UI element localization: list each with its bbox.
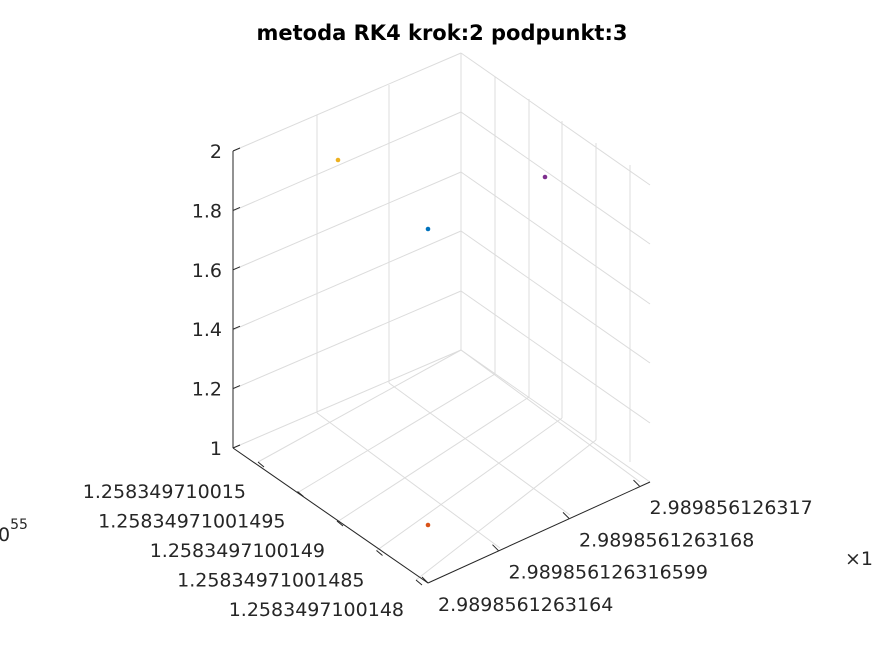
x-axis-line: [427, 481, 651, 584]
y-tick: [415, 579, 423, 586]
grid-line: [375, 417, 563, 552]
grid-line: [232, 52, 462, 152]
x-tick-label: 2.989856126316599: [509, 562, 708, 584]
z-ticks: 1 1.2 1.4 1.6 1.8 2: [192, 141, 241, 460]
y-axis-line: [232, 447, 429, 584]
x-tick: [562, 512, 570, 519]
grid-line: [232, 171, 462, 271]
data-points: [335, 157, 548, 528]
data-point: [425, 226, 431, 232]
grid-line: [296, 373, 496, 494]
x-tick: [492, 544, 499, 552]
x-tick-label: 2.9898561263168: [579, 529, 754, 551]
z-tick: [232, 206, 241, 211]
z-tick-label: 1.2: [192, 379, 222, 401]
grid-line: [232, 349, 462, 449]
y-tick-label: 1.258349710015: [83, 481, 246, 503]
z-tick-label: 1.6: [192, 260, 222, 282]
y-exponent-sup: 55: [10, 517, 28, 533]
x-ticks: 2.9898561263164 2.989856126316599 2.989856…: [421, 479, 813, 616]
grid-line: [460, 349, 651, 483]
grid-line: [232, 111, 462, 212]
grid-line: [460, 349, 641, 483]
grid-line: [232, 290, 462, 390]
x-tick: [633, 479, 640, 487]
grid-line: [460, 230, 651, 364]
grid-line: [415, 439, 597, 581]
z-tick-label: 1.4: [192, 319, 222, 341]
y-ticks: 1.258349710015 1.25834971001495 1.25834971…: [83, 461, 423, 621]
axis-lines: [232, 151, 651, 584]
z-tick: [232, 325, 241, 330]
x-tick-label: 2.9898561263164: [438, 594, 613, 616]
z-tick: [232, 385, 241, 390]
y-tick: [257, 461, 265, 468]
grid-line: [388, 382, 571, 516]
z-tick: [232, 147, 241, 152]
y-tick: [297, 491, 304, 497]
y-tick: [376, 550, 383, 556]
chart-title: metoda RK4 krok:2 podpunkt:3: [257, 21, 628, 45]
grid-line: [232, 230, 462, 331]
grid-line: [460, 111, 651, 245]
grid-line: [460, 171, 651, 305]
y-tick: [336, 520, 344, 527]
z-tick-label: 2: [210, 141, 222, 163]
grid-lines: [232, 52, 651, 584]
x-exponent-label: ×1: [845, 548, 873, 570]
grid-line: [316, 412, 501, 549]
z-tick: [232, 266, 241, 271]
grid-line: [460, 290, 651, 424]
x-tick-label: 2.989856126317: [650, 497, 813, 519]
data-point: [425, 522, 431, 528]
y-tick-label: 1.25834971001495: [98, 511, 285, 533]
z-tick: [232, 444, 241, 449]
grid-line: [460, 52, 651, 186]
grid-line: [257, 349, 462, 463]
z-tick-label: 1: [210, 438, 222, 460]
y-exponent-label: 055: [0, 517, 28, 546]
y-tick-label: 1.2583497100149: [150, 540, 325, 562]
z-tick-label: 1.8: [192, 200, 222, 222]
grid-line: [336, 396, 530, 523]
y-tick-label: 1.2583497100148: [229, 599, 404, 621]
y-tick-label: 1.25834971001485: [177, 570, 364, 592]
data-point: [335, 157, 341, 163]
data-point: [542, 174, 548, 180]
y-exponent-base: 0: [0, 524, 10, 546]
x-tick: [421, 576, 429, 584]
